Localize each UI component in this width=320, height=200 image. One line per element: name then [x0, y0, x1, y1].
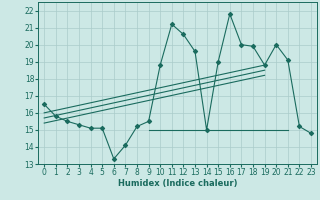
Point	[134, 125, 140, 128]
Point	[239, 43, 244, 46]
Point	[169, 23, 174, 26]
Point	[88, 127, 93, 130]
Point	[123, 144, 128, 147]
Point	[146, 120, 151, 123]
X-axis label: Humidex (Indice chaleur): Humidex (Indice chaleur)	[118, 179, 237, 188]
Point	[42, 103, 47, 106]
Point	[285, 58, 290, 62]
Point	[76, 123, 82, 126]
Point	[100, 127, 105, 130]
Point	[65, 120, 70, 123]
Point	[297, 125, 302, 128]
Point	[262, 63, 267, 67]
Point	[111, 157, 116, 160]
Point	[251, 45, 256, 48]
Point	[181, 33, 186, 36]
Point	[216, 60, 221, 63]
Point	[53, 115, 58, 118]
Point	[192, 50, 197, 53]
Point	[204, 128, 209, 131]
Point	[158, 63, 163, 67]
Point	[274, 43, 279, 46]
Point	[308, 132, 314, 135]
Point	[227, 12, 232, 16]
